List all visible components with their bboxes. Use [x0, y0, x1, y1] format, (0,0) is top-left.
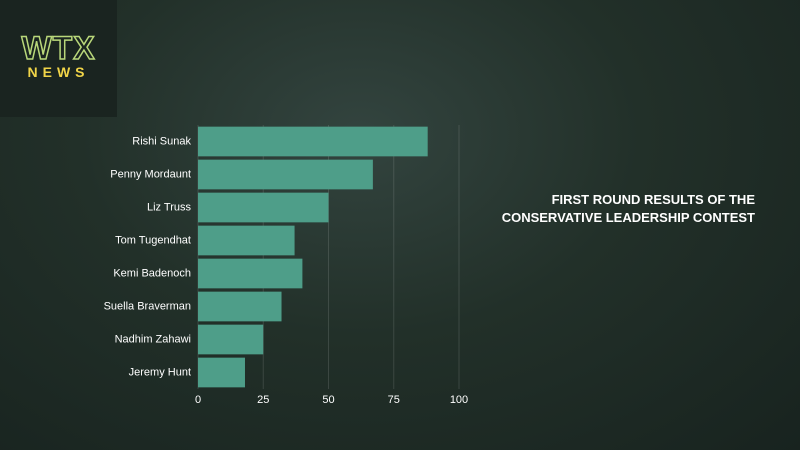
y-tick-label: Jeremy Hunt	[129, 366, 191, 378]
logo-text: NEWS	[27, 64, 90, 80]
bar	[198, 258, 303, 289]
y-tick-label: Rishi Sunak	[132, 135, 191, 147]
bar	[198, 324, 264, 355]
chart-title: FIRST ROUND RESULTS OF THE CONSERVATIVE …	[501, 192, 755, 225]
bar	[198, 126, 428, 157]
logo-text: WTX	[21, 29, 96, 67]
x-tick-label: 25	[257, 394, 269, 406]
bar	[198, 225, 295, 256]
logo: WTX NEWS	[0, 0, 117, 117]
y-tick-label: Kemi Badenoch	[113, 267, 191, 279]
x-tick-label: 50	[322, 394, 334, 406]
y-tick-label: Nadhim Zahawi	[115, 333, 191, 345]
bar	[198, 159, 373, 190]
y-tick-label: Suella Braverman	[104, 300, 191, 312]
x-tick-label: 0	[195, 394, 201, 406]
y-tick-label: Liz Truss	[147, 201, 192, 213]
bar	[198, 357, 245, 388]
x-tick-label: 100	[450, 394, 468, 406]
x-tick-label: 75	[388, 394, 400, 406]
bar	[198, 291, 282, 322]
y-tick-label: Penny Mordaunt	[110, 168, 191, 180]
y-tick-label: Tom Tugendhat	[115, 234, 191, 246]
bar	[198, 192, 329, 223]
